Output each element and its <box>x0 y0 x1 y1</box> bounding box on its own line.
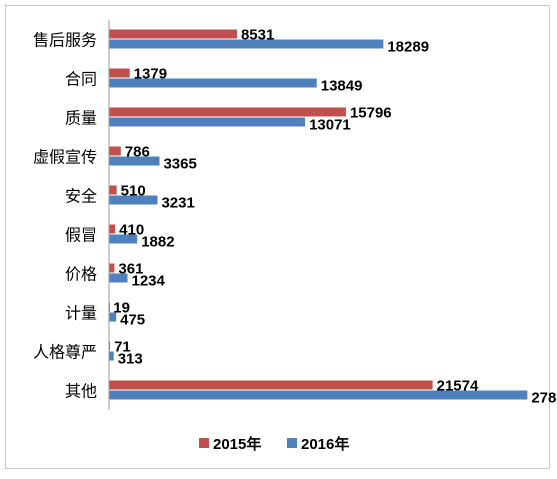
data-label: 27888 <box>531 390 557 407</box>
data-label: 361 <box>118 261 143 278</box>
legend-label: 2016年 <box>301 435 349 453</box>
bar-2015 <box>109 185 117 195</box>
category-label: 计量 <box>65 304 97 323</box>
data-label: 19 <box>113 300 130 317</box>
data-label: 1882 <box>141 234 174 251</box>
data-label: 71 <box>114 339 131 356</box>
category-label: 合同 <box>65 70 97 89</box>
bar-2016 <box>109 312 117 322</box>
data-label: 475 <box>120 312 145 329</box>
bar-2015 <box>109 68 130 78</box>
bar-2016 <box>109 273 128 283</box>
data-label: 13849 <box>321 78 363 95</box>
data-label: 510 <box>121 183 146 200</box>
bar-2015 <box>109 224 116 234</box>
bar-2016 <box>109 39 384 49</box>
bar-2015 <box>109 380 433 390</box>
legend: 2015年 2016年 <box>199 435 349 453</box>
legend-swatch <box>199 438 209 448</box>
category-label: 虚假宣传 <box>33 148 97 167</box>
bar-2015 <box>109 263 115 273</box>
data-label: 1379 <box>134 66 167 83</box>
bar-2016 <box>109 195 158 205</box>
category-label: 假冒 <box>65 226 97 245</box>
data-label: 21574 <box>437 378 479 395</box>
data-label: 3231 <box>161 195 194 212</box>
category-label: 售后服务 <box>33 31 97 50</box>
category-label: 人格尊严 <box>33 343 97 362</box>
bar-2015 <box>109 146 121 156</box>
category-label: 安全 <box>65 187 97 206</box>
data-label: 18289 <box>387 39 429 56</box>
bar-2016 <box>109 390 528 400</box>
data-label: 786 <box>125 144 150 161</box>
bar-2016 <box>109 351 114 361</box>
category-label: 其他 <box>65 382 97 401</box>
data-label: 13071 <box>309 117 351 134</box>
bar-2015 <box>109 107 346 117</box>
bar-2016 <box>109 78 317 88</box>
bar-group <box>109 29 528 400</box>
bar-2015 <box>109 341 111 351</box>
data-label: 15796 <box>350 105 392 122</box>
data-label: 313 <box>118 351 143 368</box>
category-label: 价格 <box>65 265 97 284</box>
bar-2016 <box>109 117 306 127</box>
legend-label: 2015年 <box>213 435 261 453</box>
category-label: 质量 <box>65 109 97 128</box>
bar-2016 <box>109 156 160 166</box>
legend-swatch <box>287 438 297 448</box>
bar-2016 <box>109 234 138 244</box>
data-label: 8531 <box>241 27 274 44</box>
data-label: 1234 <box>132 273 166 290</box>
bar-2015 <box>109 29 237 39</box>
data-label: 410 <box>119 222 144 239</box>
data-label: 3365 <box>163 156 196 173</box>
